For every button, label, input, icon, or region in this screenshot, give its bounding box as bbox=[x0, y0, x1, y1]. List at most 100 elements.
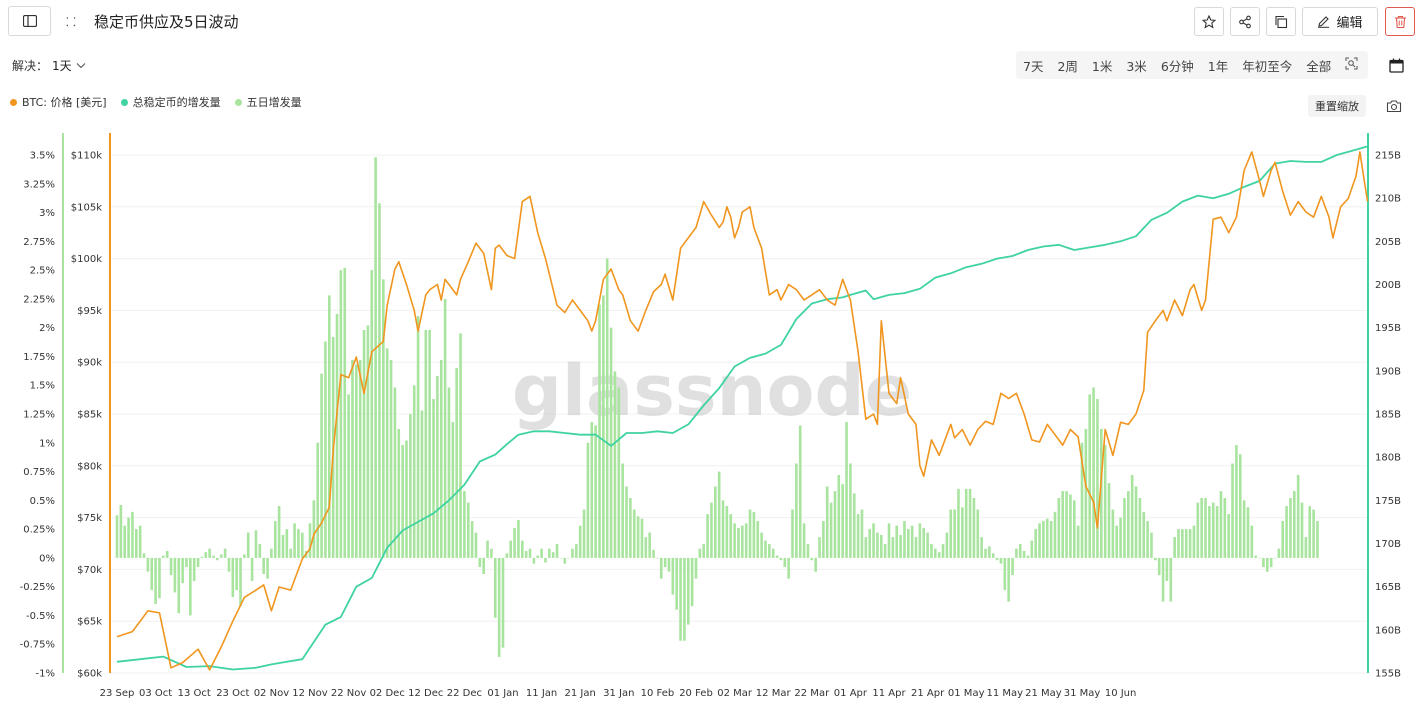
five-day-bar bbox=[447, 387, 451, 558]
five-day-bar bbox=[679, 557, 682, 641]
chart-icon: ⸬ bbox=[66, 15, 76, 29]
five-day-bar bbox=[926, 532, 929, 558]
five-day-bar bbox=[652, 549, 655, 558]
five-day-bar bbox=[802, 523, 806, 558]
legend-item-total-supply[interactable]: 总稳定币的增发量 bbox=[120, 94, 221, 110]
five-day-bar bbox=[1246, 507, 1250, 558]
range-1y[interactable]: 1年 bbox=[1207, 58, 1229, 74]
five-day-bar bbox=[165, 550, 169, 558]
five-day-bar bbox=[235, 557, 238, 591]
five-day-bar bbox=[617, 387, 621, 558]
five-day-bar bbox=[1096, 399, 1099, 558]
price-tick-label: $85k bbox=[77, 410, 102, 421]
x-tick-label: 12 Mar bbox=[756, 688, 792, 699]
share-button[interactable] bbox=[1230, 7, 1260, 36]
five-day-bar bbox=[663, 557, 667, 568]
sidebar-toggle-button[interactable] bbox=[8, 6, 51, 36]
five-day-bar bbox=[717, 471, 721, 558]
five-day-bar bbox=[146, 557, 150, 572]
price-tick-label: $70k bbox=[77, 565, 102, 576]
x-tick-label: 12 Dec bbox=[408, 688, 443, 699]
five-day-bar bbox=[744, 523, 748, 558]
page-title: 稳定币供应及5日波动 bbox=[94, 13, 239, 31]
zoom-range-button[interactable] bbox=[1338, 57, 1365, 73]
five-day-bar bbox=[598, 304, 601, 558]
five-day-bar bbox=[725, 506, 729, 558]
five-day-bar bbox=[370, 270, 374, 558]
price-tick-label: $90k bbox=[77, 358, 102, 369]
five-day-bar bbox=[258, 544, 262, 558]
x-tick-label: 21 May bbox=[1025, 688, 1062, 699]
five-day-bar bbox=[358, 359, 362, 558]
five-day-bar bbox=[351, 359, 354, 558]
five-day-bar bbox=[362, 329, 366, 558]
five-day-bar bbox=[795, 463, 798, 558]
five-day-bar bbox=[818, 537, 821, 558]
calendar-button[interactable] bbox=[1380, 50, 1412, 80]
five-day-bar bbox=[1076, 525, 1080, 558]
five-day-bar bbox=[891, 537, 895, 558]
range-1m[interactable]: 1米 bbox=[1091, 58, 1113, 74]
five-day-bar bbox=[1269, 557, 1273, 568]
five-day-bar bbox=[771, 548, 775, 558]
range-3m[interactable]: 3米 bbox=[1126, 58, 1147, 74]
five-day-bar bbox=[578, 525, 582, 558]
copy-button[interactable] bbox=[1266, 7, 1296, 36]
range-2w[interactable]: 2周 bbox=[1057, 58, 1078, 74]
five-day-bar bbox=[586, 442, 590, 558]
five-day-bar bbox=[555, 544, 559, 558]
five-day-bar bbox=[872, 523, 875, 558]
five-day-bar bbox=[1038, 523, 1041, 558]
star-icon bbox=[1202, 14, 1216, 29]
five-day-bar bbox=[602, 295, 605, 558]
copy-icon bbox=[1275, 15, 1288, 28]
legend-item-five-day[interactable]: 五日增发量 bbox=[234, 94, 302, 110]
five-day-bar bbox=[409, 414, 412, 558]
reset-zoom-button[interactable]: 重置缩放 bbox=[1308, 95, 1366, 117]
five-day-bar bbox=[934, 548, 937, 558]
x-tick-label: 22 Nov bbox=[331, 688, 367, 699]
five-day-bar bbox=[243, 554, 246, 558]
five-day-bar bbox=[629, 498, 632, 558]
edit-button[interactable]: 编辑 bbox=[1302, 7, 1378, 36]
delete-button[interactable] bbox=[1385, 7, 1415, 36]
range-all[interactable]: 全部 bbox=[1306, 58, 1332, 74]
five-day-bar bbox=[177, 557, 181, 614]
camera-icon bbox=[1386, 100, 1402, 113]
pct-tick-label: 2% bbox=[39, 323, 55, 334]
five-day-bar bbox=[459, 333, 462, 558]
zoom-icon bbox=[1345, 57, 1358, 70]
five-day-bar bbox=[949, 509, 953, 558]
five-day-bar bbox=[729, 514, 733, 558]
range-6m[interactable]: 6分钟 bbox=[1160, 58, 1194, 74]
five-day-bar bbox=[698, 548, 702, 558]
screenshot-button[interactable] bbox=[1386, 98, 1404, 114]
edit-button-label: 编辑 bbox=[1336, 16, 1363, 31]
range-7d[interactable]: 7天 bbox=[1023, 58, 1044, 74]
five-day-bar bbox=[335, 313, 339, 558]
five-day-bar bbox=[378, 203, 381, 558]
five-day-bar bbox=[868, 529, 871, 558]
five-day-bar bbox=[798, 425, 802, 558]
range-ytd[interactable]: 年初至今 bbox=[1242, 58, 1293, 74]
resolution-selector[interactable]: 解决： 1天 bbox=[12, 57, 86, 74]
five-day-bar bbox=[1134, 486, 1138, 558]
five-day-bar bbox=[223, 548, 227, 558]
five-day-bar bbox=[1053, 511, 1057, 558]
five-day-bar bbox=[1018, 544, 1022, 558]
x-tick-label: 01 May bbox=[948, 688, 985, 699]
price-tick-label: $105k bbox=[71, 202, 102, 213]
five-day-bar bbox=[1227, 514, 1230, 558]
x-tick-label: 02 Mar bbox=[717, 688, 753, 699]
five-day-bar bbox=[135, 529, 138, 558]
five-day-bar bbox=[347, 394, 350, 558]
calendar-icon bbox=[1388, 58, 1404, 73]
x-tick-label: 31 May bbox=[1064, 688, 1101, 699]
x-tick-label: 23 Oct bbox=[216, 688, 249, 699]
five-day-bar bbox=[521, 540, 524, 558]
five-day-bar bbox=[1015, 548, 1018, 558]
supply-tick-label: 165B bbox=[1375, 582, 1401, 593]
legend-item-btc-price[interactable]: BTC: 价格 [美元] bbox=[10, 94, 107, 110]
favorite-button[interactable] bbox=[1194, 7, 1224, 36]
five-day-bar bbox=[1235, 445, 1238, 558]
